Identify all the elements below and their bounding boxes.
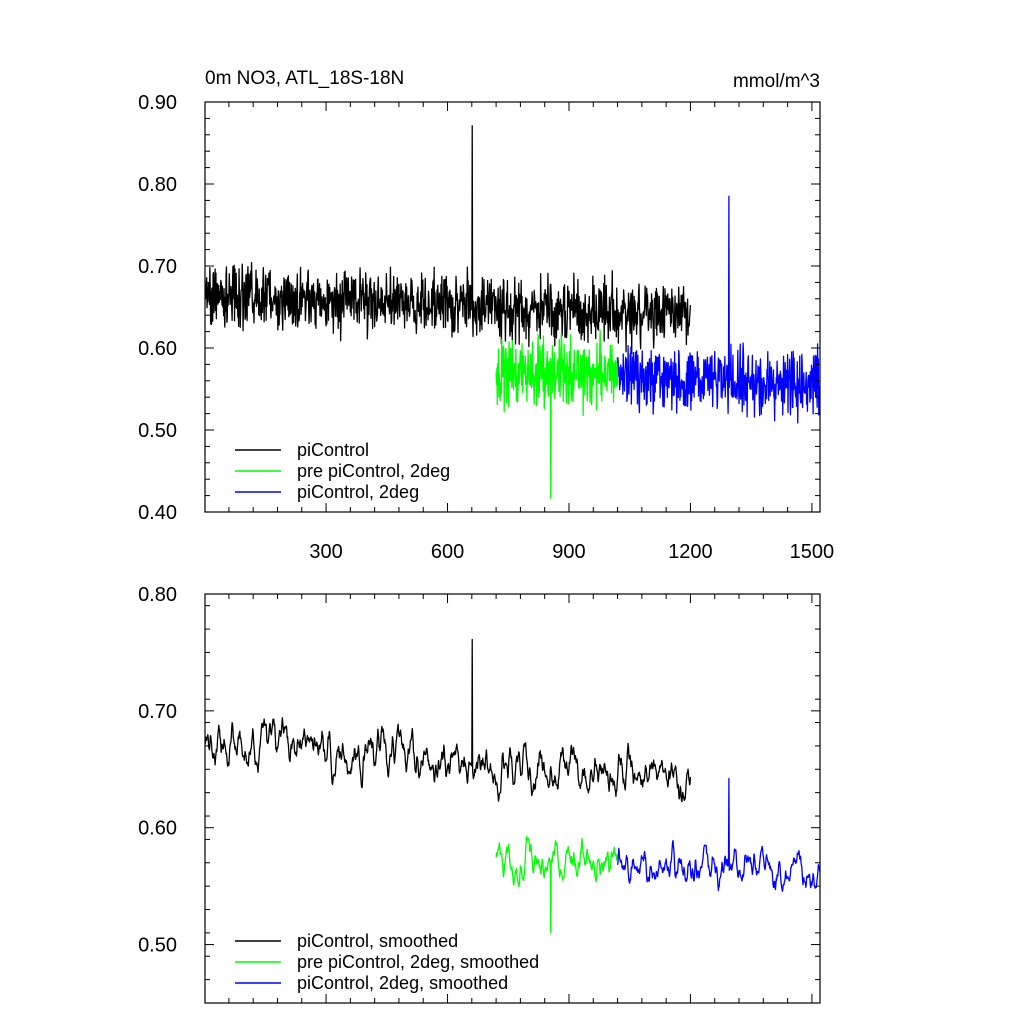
legend-label-2: pre piControl, 2deg, smoothed xyxy=(297,952,539,972)
y-tick-label: 0.50 xyxy=(138,935,177,957)
series-line-bottom-2 xyxy=(495,836,619,934)
x-tick-label: 600 xyxy=(431,541,464,563)
legend-label-3: piControl, 2deg, smoothed xyxy=(297,973,508,993)
bottom-panel: 0.50 0.60 0.70 0.80 piControl, smoothedpre … xyxy=(138,584,821,1004)
x-tick-label: 900 xyxy=(552,541,585,563)
top-ticks-group: 300 600 900 1200 1500 0.40 0.50 0.60 0.70 0.80 0.9… xyxy=(138,92,834,563)
top-units: mmol/m^3 xyxy=(733,71,820,92)
legend-label-1: piControl xyxy=(297,440,369,460)
y-tick-label: 0.60 xyxy=(138,338,177,360)
top-series-group xyxy=(205,125,820,499)
y-tick-label: 0.70 xyxy=(138,701,177,723)
bottom-ticks-group: 0.50 0.60 0.70 0.80 xyxy=(138,584,820,1003)
x-tick-label: 300 xyxy=(309,541,342,563)
series-line-top-1 xyxy=(205,125,692,354)
bottom-plot-frame xyxy=(204,593,821,1004)
y-tick-label: 0.80 xyxy=(138,174,177,196)
y-tick-label: 0.40 xyxy=(138,502,177,524)
series-line-top-3 xyxy=(616,195,820,424)
legend-label-1: piControl, smoothed xyxy=(297,931,458,951)
legend-label-3: piControl, 2deg xyxy=(297,482,419,502)
series-line-top-2 xyxy=(495,329,619,499)
top-title: 0m NO3, ATL_18S-18N xyxy=(205,68,404,89)
y-tick-label: 0.50 xyxy=(138,420,177,442)
bottom-series-group xyxy=(205,638,820,934)
y-tick-label: 0.80 xyxy=(138,584,177,606)
x-tick-label: 1500 xyxy=(790,541,835,563)
top-panel: 300 600 900 1200 1500 0.40 0.50 0.60 0.70 0.80 0.9… xyxy=(138,68,834,563)
y-tick-label: 0.70 xyxy=(138,256,177,278)
series-line-bottom-3 xyxy=(616,777,820,892)
y-tick-label: 0.90 xyxy=(138,92,177,114)
series-line-bottom-1 xyxy=(205,638,692,803)
y-tick-label: 0.60 xyxy=(138,818,177,840)
x-tick-label: 1200 xyxy=(668,541,713,563)
top-plot-frame xyxy=(204,101,821,513)
legend-label-2: pre piControl, 2deg xyxy=(297,461,450,481)
